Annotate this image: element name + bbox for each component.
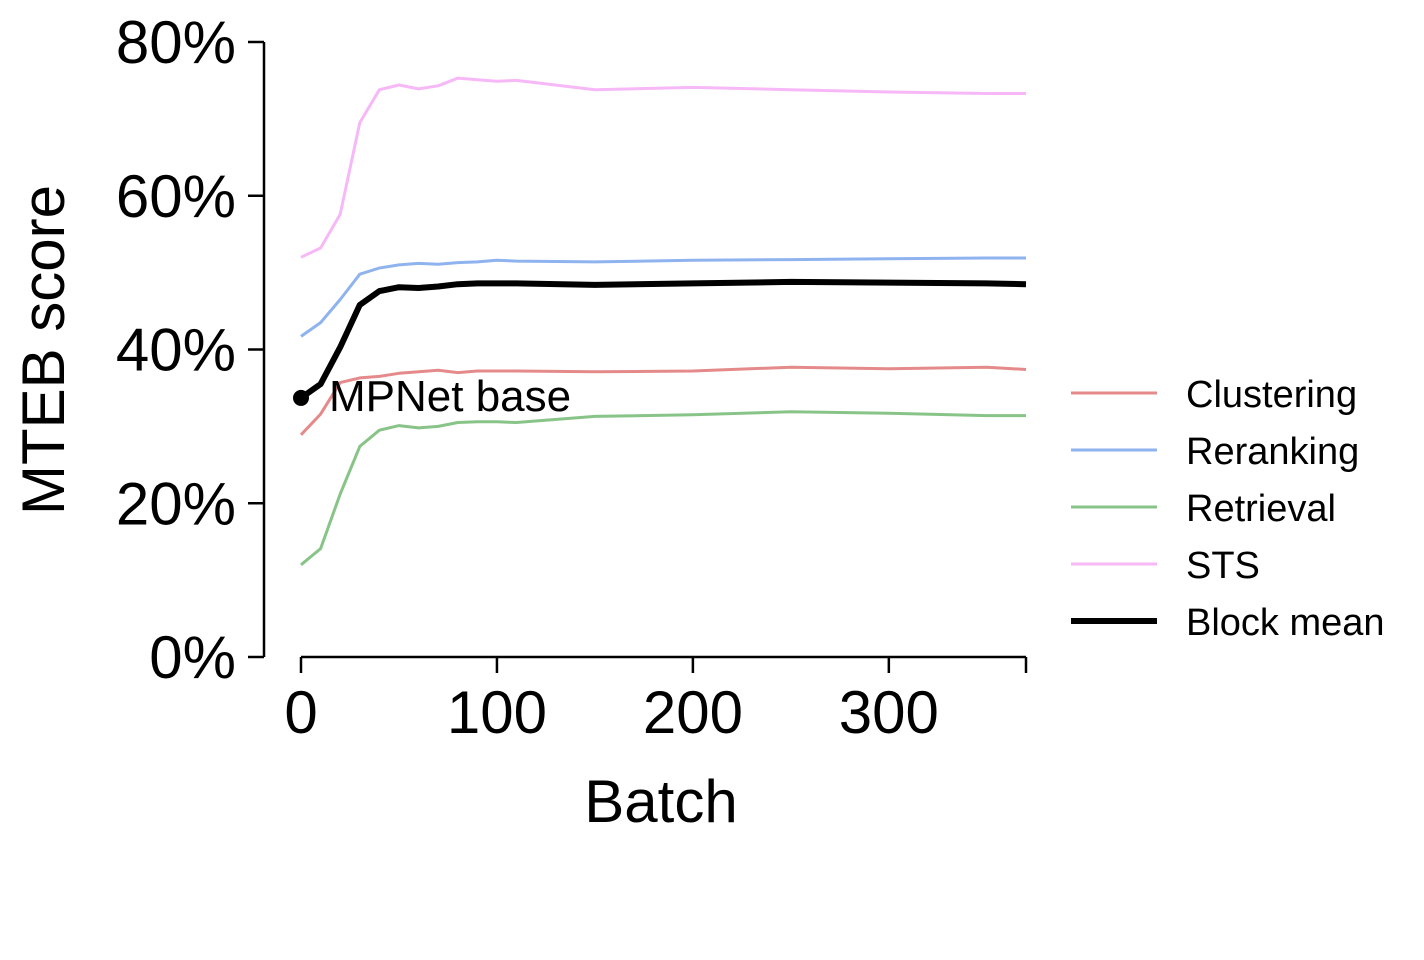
y-tick-label: 80% [116,9,236,76]
series-line-block-mean [299,278,1027,401]
x-tick-label: 100 [447,679,547,746]
y-tick-label: 60% [116,163,236,230]
mpnet-base-point [293,389,309,406]
legend: Clustering Reranking Retrieval STS Block mea… [1071,374,1385,644]
legend-label: Retrieval [1186,488,1336,530]
x-ticks: 0 100 200 300 [284,657,1028,746]
legend-label: Clustering [1186,374,1357,416]
legend-label: STS [1186,545,1260,587]
x-tick-label: 0 [284,679,317,746]
x-axis-title: Batch [584,768,737,835]
legend-label: Reranking [1186,431,1359,473]
series-layer [299,76,1027,566]
y-tick-label: 40% [116,317,236,384]
axes [262,42,1026,659]
mpnet-base-label: MPNet base [329,372,571,421]
x-tick-label: 300 [839,679,939,746]
legend-label: Block mean [1186,602,1385,644]
y-axis-title: MTEB score [10,185,77,515]
series-line-retrieval [300,410,1026,566]
annotation-layer: MPNet base [293,372,571,421]
y-tick-label: 0% [149,624,236,691]
series-line-clustering [299,365,1027,436]
x-tick-label: 200 [643,679,743,746]
y-ticks: 0% 20% 40% 60% 80% [116,9,264,691]
series-line-reranking [300,256,1026,338]
series-line-sts [300,76,1026,259]
y-tick-label: 20% [116,470,236,537]
